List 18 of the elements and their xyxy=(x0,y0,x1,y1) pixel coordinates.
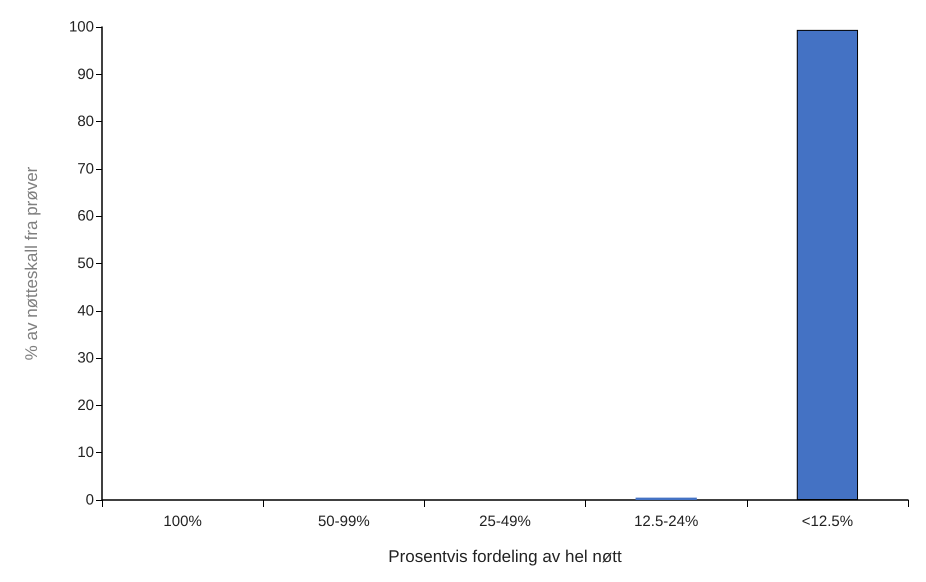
y-tick-label: 30 xyxy=(77,350,94,367)
x-tick-label: <12.5% xyxy=(802,513,854,530)
y-tick-label: 40 xyxy=(77,302,94,320)
x-tick-label: 50-99% xyxy=(318,513,370,530)
y-tick-label: 90 xyxy=(77,66,94,83)
y-axis-title: % av nøtteskall fra prøver xyxy=(22,166,41,360)
x-tick-label: 25-49% xyxy=(479,513,531,530)
y-tick-label: 80 xyxy=(77,113,94,130)
y-tick-label: 0 xyxy=(86,492,94,508)
x-axis-title: Prosentvis fordeling av hel nøtt xyxy=(388,547,622,566)
y-tick-label: 100 xyxy=(68,18,94,36)
y-tick-label: 50 xyxy=(77,255,94,272)
x-tick-label: 12.5-24% xyxy=(634,513,698,530)
y-tick-label: 70 xyxy=(77,160,94,178)
y-tick-label: 10 xyxy=(77,444,94,462)
y-tick-label: 60 xyxy=(77,208,94,225)
x-tick-label: 100% xyxy=(163,513,202,530)
y-tick-label: 20 xyxy=(77,396,94,414)
